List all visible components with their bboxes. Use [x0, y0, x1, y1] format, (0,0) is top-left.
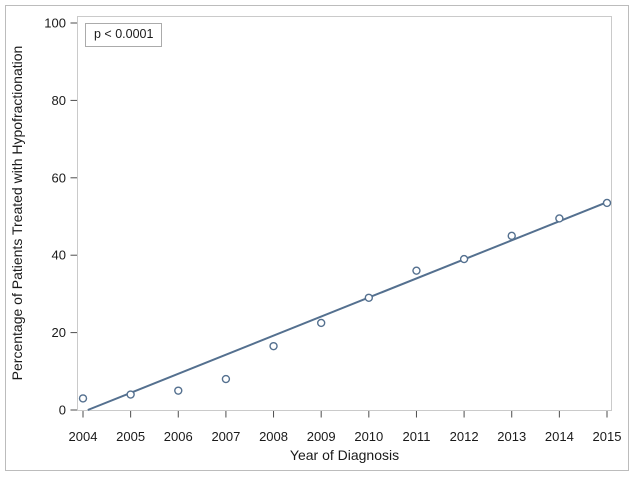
y-axis-title: Percentage of Patients Treated with Hypo…	[9, 45, 25, 381]
data-point	[316, 318, 326, 328]
x-tick-label: 2015	[593, 429, 622, 444]
x-tick-label: 2013	[497, 429, 526, 444]
x-tick-label: 2010	[354, 429, 383, 444]
x-tick-label: 2004	[69, 429, 98, 444]
x-tick-label: 2006	[164, 429, 193, 444]
x-tick-label: 2014	[545, 429, 574, 444]
y-tick-label: 100	[44, 16, 66, 31]
x-tick-label: 2008	[259, 429, 288, 444]
x-tick-label: 2005	[116, 429, 145, 444]
data-point	[602, 198, 612, 208]
x-tick-label: 2007	[211, 429, 240, 444]
y-tick-label: 60	[52, 170, 66, 185]
y-tick-label: 40	[52, 248, 66, 263]
data-point	[364, 293, 374, 302]
plot-area	[77, 16, 612, 411]
data-point	[78, 394, 88, 403]
data-point	[174, 386, 183, 395]
data-point	[269, 341, 278, 351]
y-tick-label: 0	[59, 403, 66, 418]
x-tick-label: 2011	[402, 429, 430, 444]
data-point	[459, 254, 469, 264]
y-tick-label: 80	[52, 93, 66, 108]
x-tick-label: 2012	[450, 429, 479, 444]
data-point	[221, 374, 231, 384]
p-value-text: p < 0.0001	[94, 27, 154, 41]
y-tick-label: 20	[52, 325, 66, 340]
x-axis-title: Year of Diagnosis	[289, 447, 400, 463]
p-value-annotation: p < 0.0001	[85, 23, 163, 47]
data-point	[412, 266, 421, 275]
data-point	[507, 231, 516, 241]
data-point	[555, 214, 564, 223]
figure-border	[5, 5, 629, 471]
x-tick-label: 2009	[307, 429, 336, 444]
data-point	[126, 390, 135, 399]
trend-line	[87, 201, 608, 411]
